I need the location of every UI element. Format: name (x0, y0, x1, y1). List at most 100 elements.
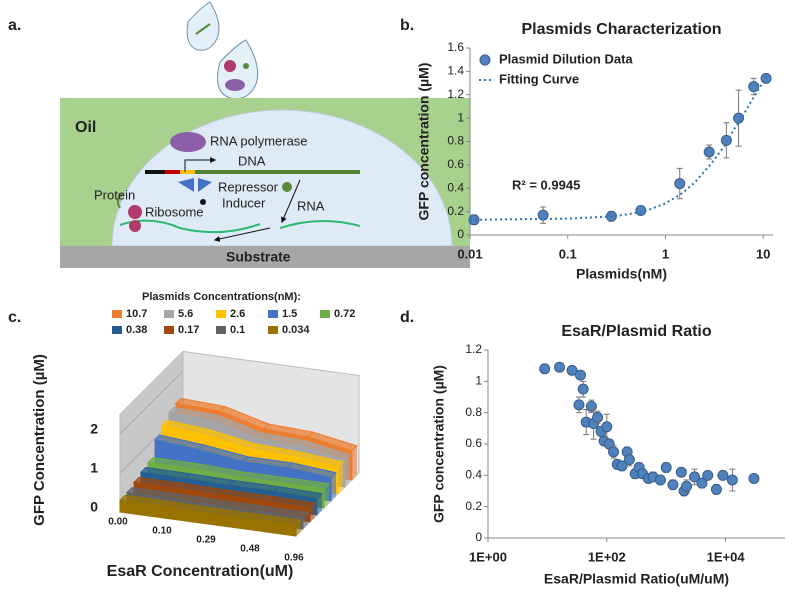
legend-swatch (112, 310, 122, 318)
legend-swatch (268, 326, 278, 334)
promoter-arrow (184, 157, 217, 172)
panel-label: a. (8, 17, 21, 34)
x-tick-label: 0.10 (152, 526, 172, 537)
y-tick-label: 0.4 (465, 468, 482, 482)
x-tick-label: 0.48 (240, 544, 260, 555)
data-point (608, 446, 620, 458)
data-point (623, 454, 635, 466)
diagram-label: Oil (75, 119, 96, 136)
x-tick-label: 0.01 (457, 246, 482, 261)
diagram-label: Protein (94, 187, 135, 202)
data-point (674, 178, 686, 190)
legend-label: 0.38 (126, 324, 147, 336)
diagram-label: Substrate (226, 249, 291, 265)
data-point (720, 134, 732, 146)
panel-label: d. (400, 309, 414, 326)
data-point (601, 421, 613, 433)
diagram-label: RNA polymerase (210, 133, 308, 148)
ribbon-end (303, 512, 308, 529)
legend-swatch (112, 326, 122, 334)
x-tick-label: 10 (756, 246, 770, 261)
rna-strand (119, 219, 261, 234)
legend-swatch (216, 310, 226, 318)
y-tick-label: 1.2 (465, 342, 482, 356)
y-tick-label: 1 (457, 110, 464, 124)
panel-label: b. (400, 17, 414, 34)
data-point (577, 383, 589, 395)
legend-label: 10.7 (126, 308, 147, 320)
x-tick-label: 1E+00 (469, 549, 507, 564)
x-tick-label: 1 (662, 246, 669, 261)
dna-fragment (195, 23, 211, 35)
ribbon-end (296, 520, 301, 536)
data-point (654, 474, 666, 486)
data-point (675, 466, 687, 478)
data-point (726, 474, 738, 486)
y-tick-label: 1 (90, 460, 98, 476)
data-point (681, 480, 693, 492)
ribbon (119, 499, 297, 537)
ribosome-icon (129, 220, 141, 232)
peptide-chain (116, 193, 123, 209)
polymerase-icon (225, 79, 245, 91)
y-tick-label: 1.6 (447, 40, 464, 54)
y-tick-label: 1 (475, 374, 482, 388)
y-tick-label: 0.6 (465, 436, 482, 450)
protein-icon (243, 63, 249, 69)
data-point (537, 209, 549, 221)
ribbon-end (324, 483, 329, 508)
data-point (468, 214, 480, 226)
legend-swatch (479, 54, 491, 66)
x-tick-label: 0.00 (108, 517, 128, 528)
diagram-label: Repressor (218, 179, 279, 194)
legend-title: Plasmids Concentrations(nM): (142, 291, 301, 303)
chart-title: Plasmids Characterization (521, 21, 721, 38)
legend-label: 0.17 (178, 324, 199, 336)
x-tick-label: 1E+02 (588, 549, 626, 564)
droplet (186, 1, 220, 51)
legend-swatch (268, 310, 278, 318)
rna-strand (279, 220, 361, 229)
data-point (748, 81, 760, 93)
y-tick-label: 0.6 (447, 157, 464, 171)
transcription-arrow (281, 179, 301, 224)
y-tick-label: 0.8 (465, 405, 482, 419)
data-point (689, 471, 701, 483)
y-axis-label: GFP concentration (µM) (416, 63, 432, 221)
grid-line (119, 370, 184, 435)
ribbon-end (317, 493, 322, 515)
x-tick-label: 1E+04 (707, 549, 746, 564)
diagram-label: Ribosome (145, 204, 204, 219)
ribbon-end (352, 445, 357, 480)
legend-label: 2.6 (230, 308, 245, 320)
diagram: Oil RNA polymerase DNA Repressor Inducer… (60, 1, 470, 268)
ribosome-icon (128, 205, 142, 219)
data-point (703, 146, 715, 158)
data-point (696, 477, 708, 489)
x-axis-label: EsaR/Plasmid Ratio(uM/uM) (544, 571, 729, 587)
data-point (554, 361, 566, 373)
rna-marker (282, 182, 292, 192)
x-tick-label: 0.96 (284, 553, 304, 564)
data-point (539, 363, 551, 375)
y-tick-label: 0.4 (447, 180, 464, 194)
x-axis-label: Plasmids(nM) (576, 266, 667, 282)
legend-swatch (164, 310, 174, 318)
data-point (574, 369, 586, 381)
y-tick-label: 1.4 (447, 64, 464, 78)
legend-label: Fitting Curve (499, 71, 579, 86)
y-axis-label: GFP concentration (µM) (431, 365, 447, 523)
legend-swatch (216, 326, 226, 334)
y-axis-label: GFP Concentration (µM) (31, 354, 48, 526)
y-tick-label: 0.8 (447, 134, 464, 148)
translation-arrow (213, 227, 271, 242)
legend-label: 5.6 (178, 308, 193, 320)
chart-title: EsaR/Plasmid Ratio (561, 323, 712, 340)
annotation: R² = 0.9945 (512, 177, 580, 192)
data-point (667, 479, 679, 491)
y-tick-label: 0 (90, 499, 98, 515)
data-point (748, 472, 760, 484)
ribbon-end (310, 503, 315, 522)
data-point (566, 364, 578, 376)
